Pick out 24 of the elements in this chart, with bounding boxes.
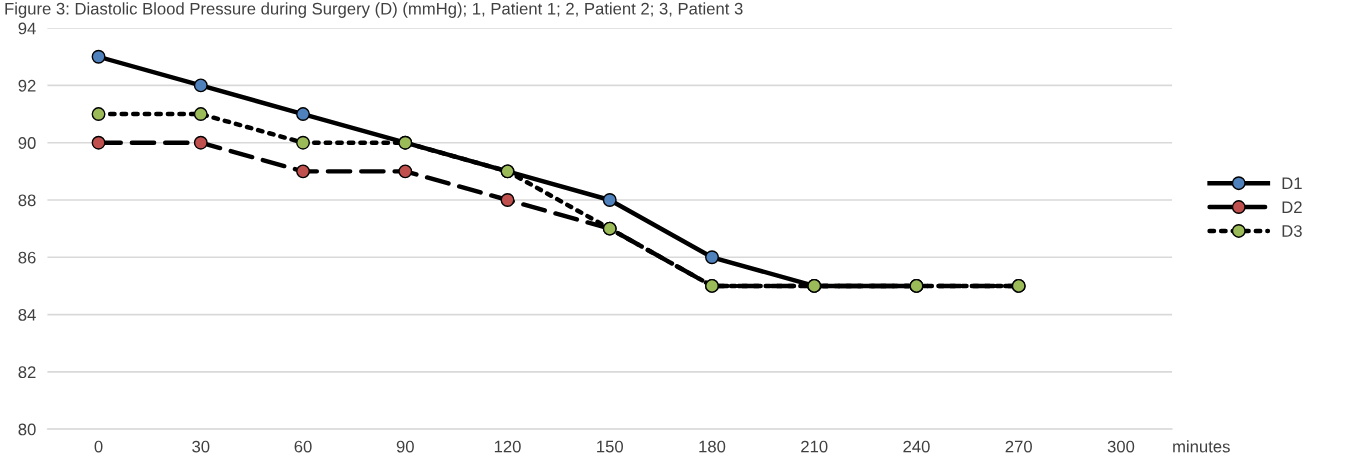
legend-label: D2 bbox=[1282, 201, 1302, 213]
x-axis-title: minutes bbox=[1173, 440, 1230, 453]
x-tick-label: 180 bbox=[699, 440, 726, 453]
y-tick-label: 94 bbox=[18, 22, 36, 35]
x-tick-label: 60 bbox=[294, 440, 312, 453]
x-tick-label: 300 bbox=[1107, 440, 1135, 453]
y-tick-label: 90 bbox=[18, 137, 36, 149]
chart-title: Figure 3: Diastolic Blood Pressure during Surgery (D) (mmHg); 1, Patient 1; 2, Patient 2; 3, Patient 3 bbox=[5, 2, 743, 18]
x-tick-label: 120 bbox=[494, 440, 521, 453]
x-tick-label: 210 bbox=[801, 440, 828, 453]
x-tick-label: 240 bbox=[903, 440, 930, 453]
x-tick-label: 90 bbox=[396, 440, 414, 453]
legend-label: D3 bbox=[1282, 225, 1302, 237]
x-tick-label: 270 bbox=[1005, 440, 1032, 453]
y-tick-label: 82 bbox=[18, 366, 36, 379]
x-tick-label: 30 bbox=[192, 440, 210, 453]
y-tick-label: 84 bbox=[18, 308, 36, 321]
y-tick-label: 92 bbox=[18, 79, 36, 92]
y-tick-label: 86 bbox=[18, 251, 36, 264]
legend-label: D1 bbox=[1282, 177, 1302, 190]
x-tick-label: 0 bbox=[94, 440, 103, 453]
x-tick-label: 150 bbox=[597, 440, 623, 453]
y-tick-label: 88 bbox=[18, 194, 36, 207]
y-tick-label: 80 bbox=[18, 423, 36, 436]
